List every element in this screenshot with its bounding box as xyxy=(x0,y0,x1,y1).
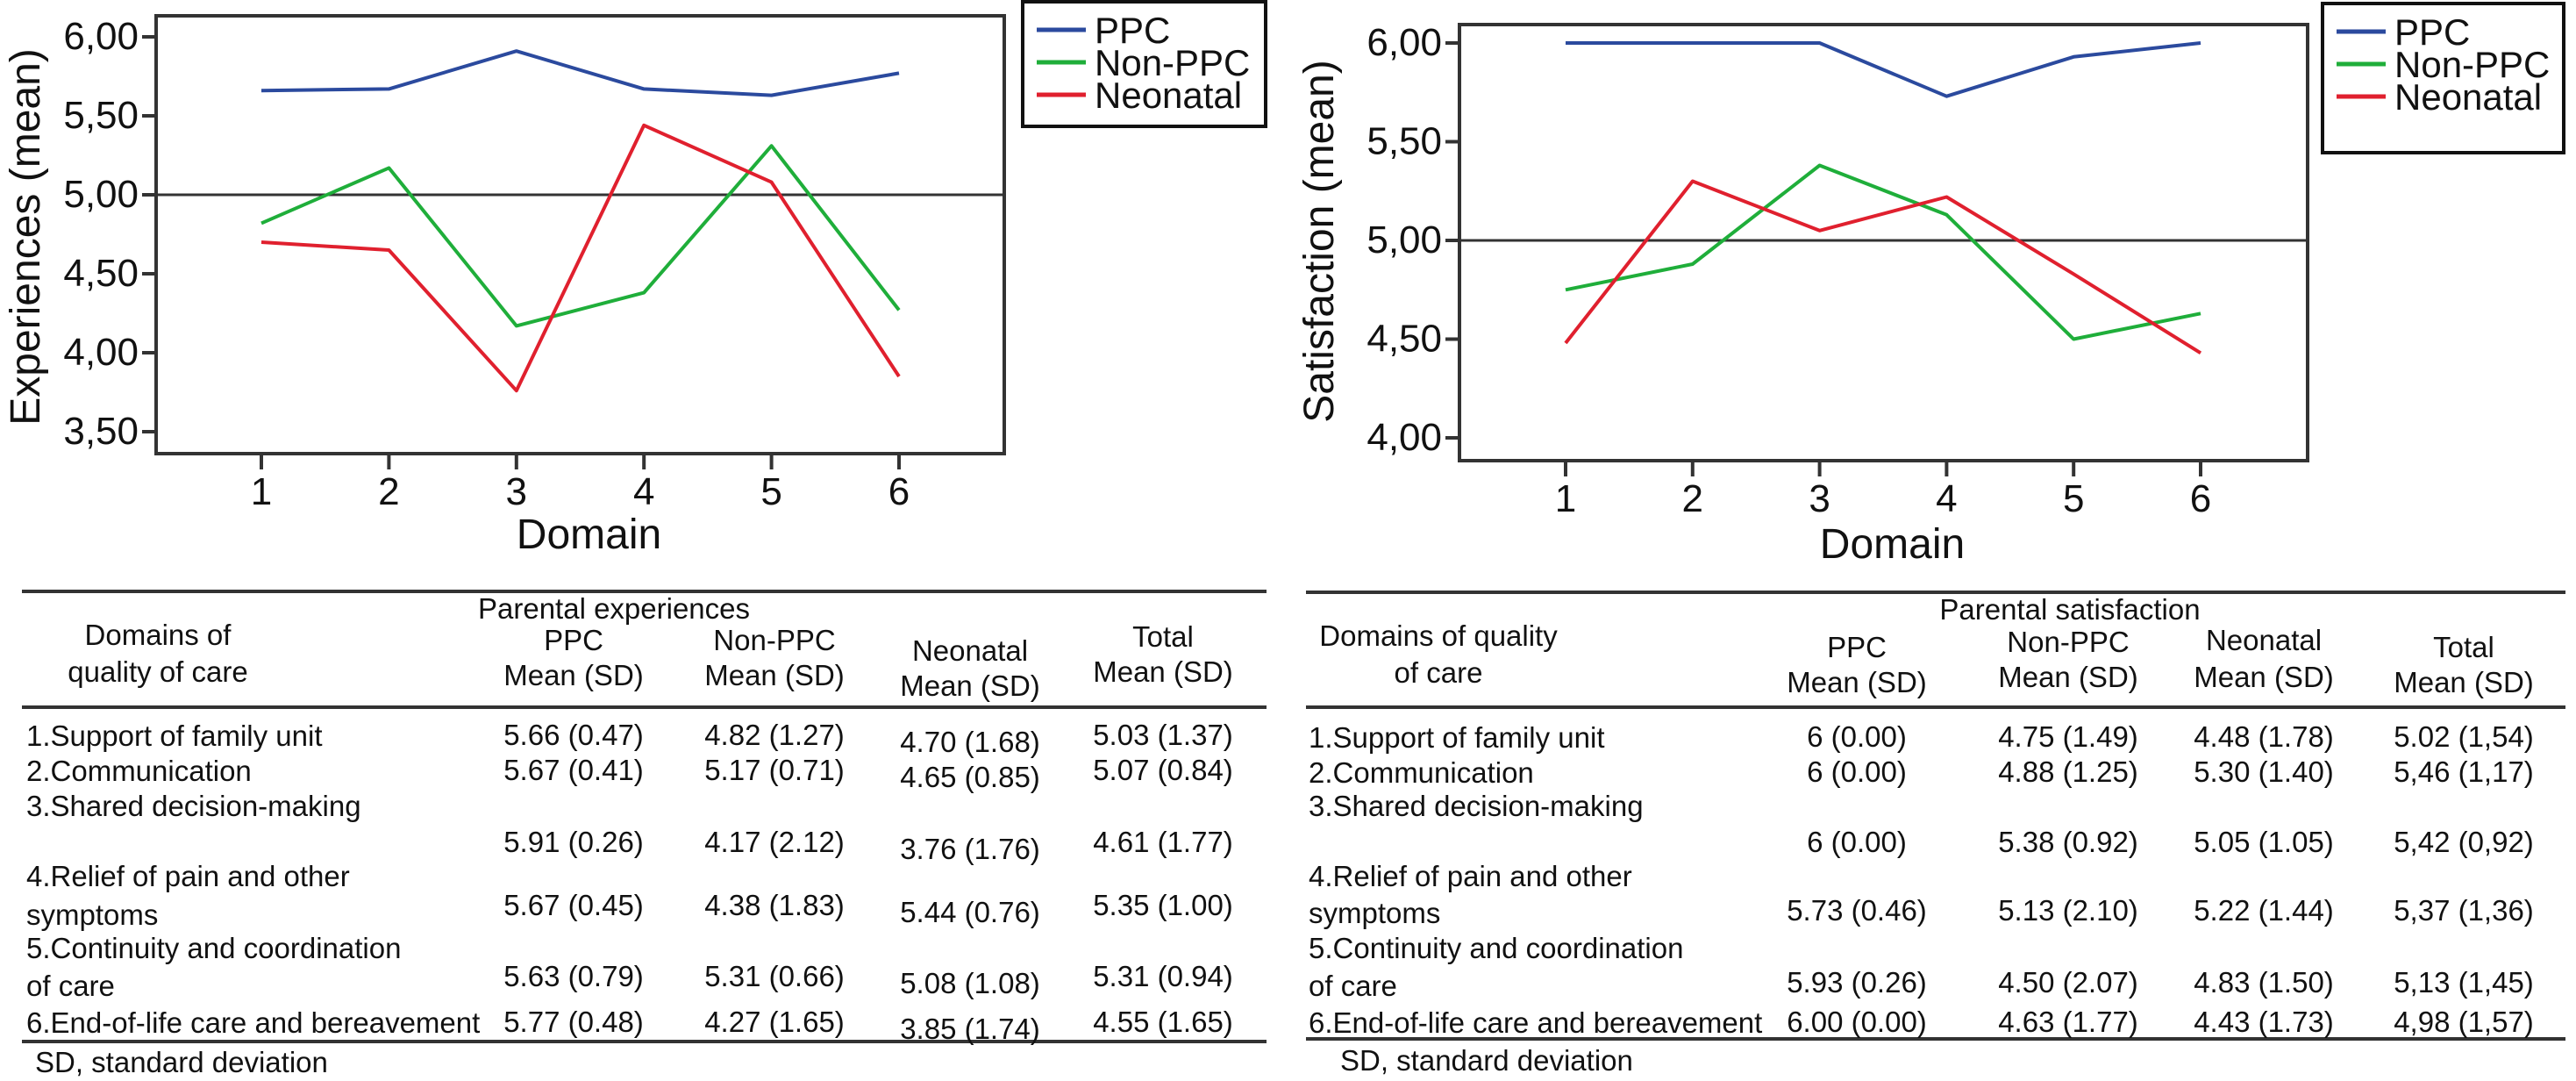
y-tick-label: 5,00 xyxy=(1366,218,1442,261)
experiences-chart: 6,00 5,50 5,00 4,50 4,00 3,50 1 2 3 4 5 6 Domain Expe… xyxy=(3,2,1266,558)
x-tick-label: 6 xyxy=(2190,477,2211,520)
y-tick-label: 4,00 xyxy=(1366,416,1442,459)
y-tick-label: 5,50 xyxy=(63,94,139,137)
x-tick-label: 5 xyxy=(2063,477,2084,520)
x-tick-label: 2 xyxy=(1682,477,1703,520)
x-axis-title: Domain xyxy=(1820,521,1965,568)
satisfaction-chart: 6,00 5,50 5,00 4,50 4,00 1 2 3 4 5 6 Domain Satisfac… xyxy=(1296,4,2564,568)
plot-frame xyxy=(156,16,1004,454)
y-tick-label: 6,00 xyxy=(1366,21,1442,64)
series-line-ppc xyxy=(261,51,899,95)
y-tick-label: 4,50 xyxy=(1366,318,1442,361)
y-tick-label: 5,50 xyxy=(1366,120,1442,163)
y-tick-label: 6,00 xyxy=(63,15,139,58)
x-tick-label: 5 xyxy=(760,470,781,513)
x-axis-title: Domain xyxy=(517,512,661,558)
y-tick-label: 4,50 xyxy=(63,252,139,295)
y-tick-label: 3,50 xyxy=(63,410,139,453)
x-tick-label: 3 xyxy=(506,470,527,513)
x-tick-label: 6 xyxy=(888,470,910,513)
y-tick-label: 4,00 xyxy=(63,331,139,374)
plot-frame xyxy=(1459,25,2308,461)
legend-label: Neonatal xyxy=(1095,75,1242,116)
y-axis-title: Experiences (mean) xyxy=(3,48,49,426)
y-axis-title: Satisfaction (mean) xyxy=(1296,60,1343,423)
legend-label: Neonatal xyxy=(2394,76,2542,118)
x-tick-label: 4 xyxy=(633,470,654,513)
y-tick-label: 5,00 xyxy=(63,173,139,216)
series-line-neonatal xyxy=(261,125,899,390)
x-tick-label: 1 xyxy=(251,470,272,513)
x-tick-label: 1 xyxy=(1555,477,1576,520)
x-tick-label: 3 xyxy=(1809,477,1830,520)
x-tick-label: 2 xyxy=(378,470,399,513)
x-tick-label: 4 xyxy=(1936,477,1957,520)
series-line-non-ppc xyxy=(261,146,899,326)
series-line-non-ppc xyxy=(1566,166,2201,340)
series-line-neonatal xyxy=(1566,182,2201,354)
series-line-ppc xyxy=(1566,43,2201,97)
